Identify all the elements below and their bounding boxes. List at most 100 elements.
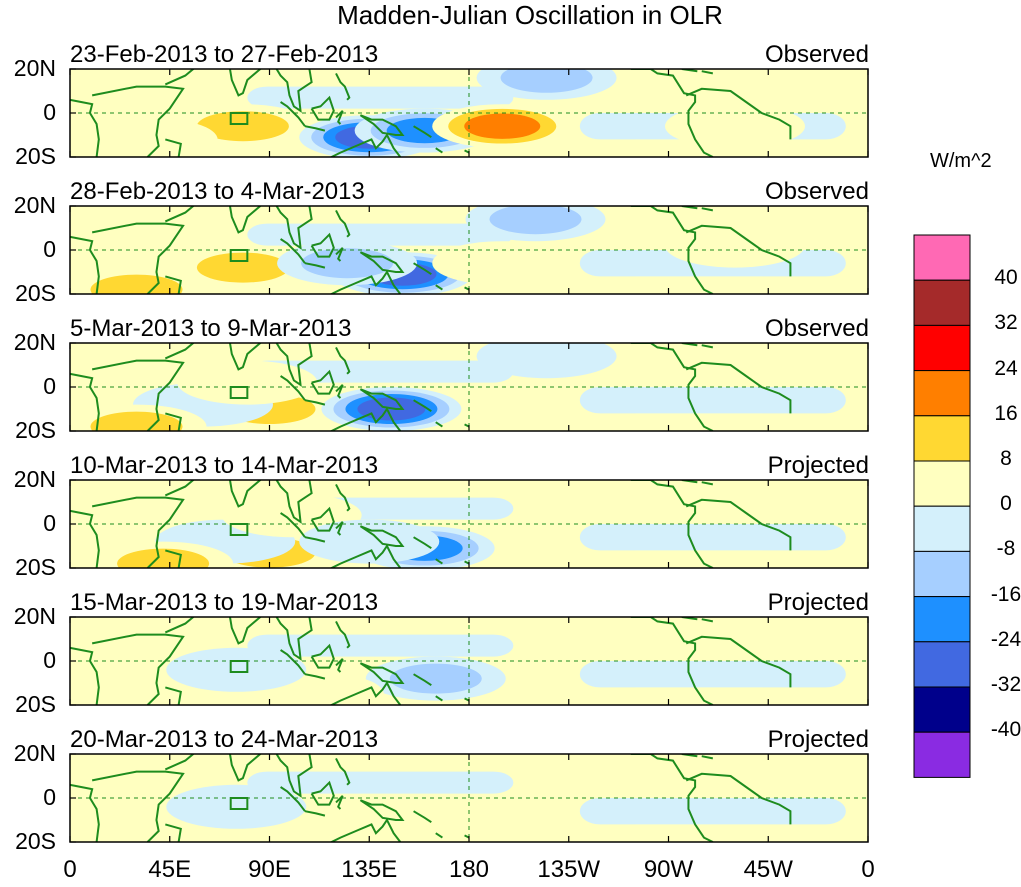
colorbar-tick-label: 0 <box>1000 492 1012 516</box>
colorbar-swatch <box>913 415 971 462</box>
olr-anomaly-feature <box>90 411 183 431</box>
olr-weak-negative <box>579 798 846 825</box>
panel-3 <box>69 342 869 432</box>
coastline <box>228 754 313 798</box>
coastline <box>280 238 306 264</box>
y-tick-label: 20S <box>15 280 56 306</box>
coastline <box>164 343 195 360</box>
x-tick-label: 90W <box>643 856 694 883</box>
coastline <box>329 681 402 705</box>
coastline <box>435 695 443 702</box>
x-tick-label: 0 <box>63 856 77 883</box>
coastline <box>164 754 195 771</box>
panel-1 <box>69 68 869 158</box>
y-tick-label: 0 <box>43 784 56 810</box>
coastline <box>685 498 792 551</box>
panel-date-range: 20-Mar-2013 to 24-Mar-2013 <box>70 726 379 753</box>
coastline <box>335 384 344 399</box>
coastline <box>329 407 402 431</box>
olr-anomaly-feature <box>299 519 440 564</box>
y-tick-label: 20N <box>13 192 56 218</box>
panel-date-range: 5-Mar-2013 to 9-Mar-2013 <box>70 315 352 342</box>
olr-weak-negative <box>579 387 846 414</box>
coastline <box>685 87 792 140</box>
coastline <box>335 346 351 375</box>
coastline <box>335 757 351 786</box>
coastline <box>228 69 313 113</box>
x-tick-label: 90E <box>248 856 291 883</box>
coastline <box>701 618 714 623</box>
coastline <box>310 232 335 258</box>
x-tick-label: 135W <box>537 856 601 883</box>
coastline <box>435 147 443 154</box>
colorbar-tick-label: 32 <box>994 311 1018 335</box>
panel-status: Projected <box>767 726 869 753</box>
colorbar-swatch <box>913 279 971 326</box>
panel-4 <box>69 479 869 569</box>
coastline <box>630 754 714 842</box>
coastline <box>304 673 326 680</box>
coastline <box>413 810 432 824</box>
colorbar-tick-label: 40 <box>994 266 1018 290</box>
coastline <box>228 343 313 387</box>
coastline <box>630 343 714 431</box>
y-tick-label: 0 <box>43 647 56 673</box>
x-tick-label: 0 <box>861 856 875 883</box>
olr-anomaly-feature <box>77 117 218 157</box>
y-tick-label: 20S <box>15 691 56 717</box>
olr-anomaly-feature <box>476 343 617 379</box>
colorbar-swatch <box>913 731 971 778</box>
x-tick-label: 45E <box>148 856 192 883</box>
coastline <box>280 512 306 538</box>
olr-anomaly-feature <box>489 206 582 235</box>
colorbar-swatch <box>913 370 971 417</box>
coastline <box>630 206 714 294</box>
colorbar-tick-label: -8 <box>996 537 1016 561</box>
coastline <box>310 95 335 121</box>
coastline <box>329 818 402 842</box>
coastline <box>310 369 335 395</box>
colorbar-tick-label: -16 <box>990 582 1021 606</box>
colorbar <box>913 234 971 778</box>
olr-anomaly-feature <box>196 252 289 283</box>
olr-anomaly-feature <box>117 548 210 568</box>
coastline <box>280 375 306 401</box>
coastline <box>464 560 470 565</box>
coastline <box>435 832 443 839</box>
colorbar-tick-label: 16 <box>994 401 1018 425</box>
coastline <box>329 133 402 157</box>
coastline <box>435 558 443 565</box>
coastline <box>165 823 182 842</box>
panel-date-range: 10-Mar-2013 to 14-Mar-2013 <box>70 452 379 479</box>
panel-5 <box>69 616 869 706</box>
coastline <box>630 617 714 705</box>
coastline <box>359 525 405 547</box>
coastline <box>464 697 470 702</box>
colorbar-swatch <box>913 686 971 733</box>
colorbar-swatch <box>913 460 971 507</box>
coastline <box>685 361 792 414</box>
colorbar-tick-label: -40 <box>990 718 1021 742</box>
coastline <box>310 643 335 669</box>
coastline <box>464 834 470 839</box>
panel-date-range: 15-Mar-2013 to 19-Mar-2013 <box>70 589 379 616</box>
coastline <box>701 207 714 212</box>
olr-weak-negative <box>247 634 514 657</box>
olr-anomaly-feature <box>665 223 805 268</box>
chart-title: Madden-Julian Oscillation in OLR <box>337 0 723 30</box>
panel-status: Observed <box>764 315 869 342</box>
panel-date-range: 28-Feb-2013 to 4-Mar-2013 <box>70 178 365 205</box>
coastline <box>228 206 313 250</box>
coastline <box>630 69 714 157</box>
coastline <box>165 138 182 157</box>
coastline <box>685 635 792 688</box>
coastline <box>329 270 402 294</box>
y-tick-label: 20S <box>15 554 56 580</box>
panel-date-range: 23-Feb-2013 to 27-Feb-2013 <box>70 41 379 68</box>
colorbar-swatch <box>913 505 971 552</box>
panel-status: Observed <box>764 178 869 205</box>
coastline <box>359 388 405 410</box>
colorbar-tick-label: 24 <box>994 356 1018 380</box>
coastline <box>335 521 344 536</box>
coastline <box>359 251 405 273</box>
